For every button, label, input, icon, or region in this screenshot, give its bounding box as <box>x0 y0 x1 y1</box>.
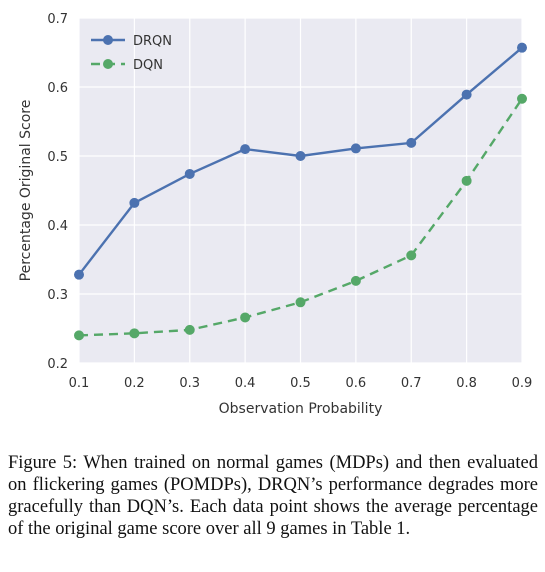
drqn-data-point <box>240 144 251 155</box>
drqn-legend-marker <box>103 35 113 45</box>
x-tick-label: 0.4 <box>235 376 256 391</box>
y-axis-label: Percentage Original Score <box>18 100 34 282</box>
x-tick-label: 0.8 <box>456 376 477 391</box>
dqn-data-point <box>129 328 140 339</box>
drqn-data-point <box>295 151 306 161</box>
dqn-data-point <box>517 93 527 104</box>
dqn-data-point <box>350 275 361 286</box>
tick-labels: 0.1 0.2 0.3 0.4 0.5 0.6 0.7 0.8 0.90.20.30.40.50… <box>47 12 532 391</box>
legend: DRQN DQN <box>91 34 172 73</box>
x-tick-label: 0.2 <box>124 376 145 391</box>
drqn-data-point <box>74 269 84 280</box>
drqn-data-point <box>184 168 195 179</box>
chart: 0.1 0.2 0.3 0.4 0.5 0.6 0.7 0.8 0.9 0.2 0.3 0.4 0.5 0… <box>18 12 532 417</box>
dqn-data-point <box>240 312 251 323</box>
y-tick-label: 0.4 <box>47 219 68 234</box>
x-tick-label: 0.3 <box>179 376 200 391</box>
x-tick-label: 0.9 <box>512 376 533 391</box>
drqn-data-point <box>406 137 417 148</box>
dqn-data-point <box>406 250 417 261</box>
drqn-data-point <box>461 89 472 100</box>
x-axis-label: Observation Probability <box>219 401 383 417</box>
series <box>74 42 527 341</box>
dqn-legend-marker <box>103 59 113 69</box>
y-tick-label: 0.6 <box>47 81 68 96</box>
dqn-data-point <box>461 175 472 186</box>
x-tick-label: 0.5 <box>290 376 311 391</box>
y-tick-label: 0.7 <box>47 12 68 27</box>
dqn-legend-label: DQN <box>133 58 163 73</box>
x-tick-label: 0.1 <box>69 376 90 391</box>
y-tick-label: 0.2 <box>47 357 68 372</box>
dqn-data-point <box>74 330 84 341</box>
figure-caption: Figure 5: When trained on normal games (… <box>8 453 538 539</box>
grid <box>78 17 523 364</box>
drqn-data-point <box>129 197 140 208</box>
y-tick-label: 0.5 <box>47 150 68 165</box>
y-tick-label: 0.3 <box>47 288 68 303</box>
line-chart: 0.1 0.2 0.3 0.4 0.5 0.6 0.7 0.8 0.90.20.30.40.50… <box>18 12 532 417</box>
drqn-legend-label: DRQN <box>133 34 172 49</box>
dqn-data-point <box>184 324 195 335</box>
drqn-data-point <box>517 42 527 53</box>
dqn-data-point <box>295 297 306 308</box>
x-tick-label: 0.7 <box>401 376 422 391</box>
drqn-data-point <box>350 143 361 154</box>
x-tick-label: 0.6 <box>346 376 367 391</box>
